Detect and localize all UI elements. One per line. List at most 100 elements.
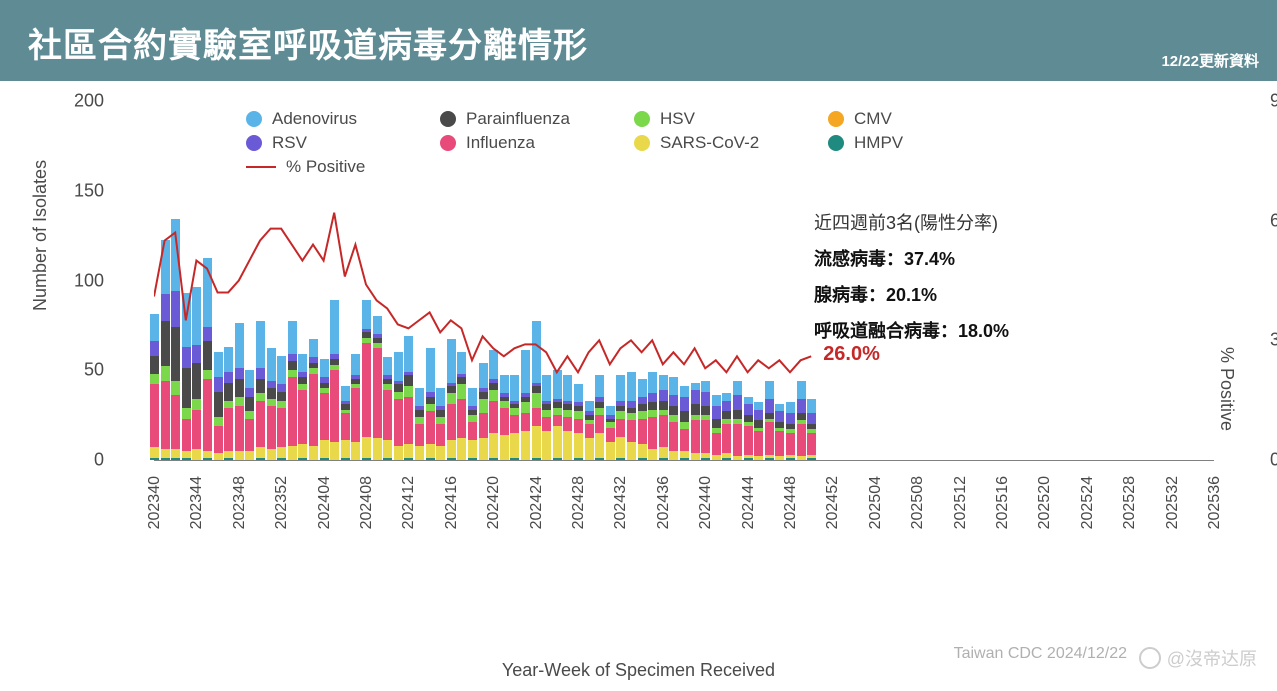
bar-segment xyxy=(436,446,445,460)
bar-segment xyxy=(383,357,392,375)
bar-segment xyxy=(468,422,477,440)
bar-column xyxy=(309,339,318,460)
bar-segment xyxy=(669,451,678,460)
bar-column xyxy=(235,323,244,460)
bar-segment xyxy=(203,451,212,458)
bar-segment xyxy=(669,422,678,451)
bar-segment xyxy=(680,458,689,460)
bar-segment xyxy=(521,413,530,431)
bar-column xyxy=(712,395,721,460)
bar-segment xyxy=(542,410,551,417)
bar-segment xyxy=(489,390,498,401)
bar-segment xyxy=(786,458,795,460)
bar-segment xyxy=(192,363,201,399)
bar-segment xyxy=(765,381,774,399)
bar-segment xyxy=(277,384,286,391)
bar-segment xyxy=(691,383,700,390)
bar-column xyxy=(532,321,541,460)
bar-segment xyxy=(383,440,392,458)
bar-column xyxy=(606,406,615,460)
bar-column xyxy=(648,372,657,460)
x-tick: 202412 xyxy=(400,476,418,529)
bar-segment xyxy=(616,375,625,400)
bar-segment xyxy=(659,447,668,458)
bar-segment xyxy=(479,399,488,413)
bar-segment xyxy=(224,401,233,408)
bar-segment xyxy=(235,397,244,406)
bar-segment xyxy=(500,375,509,393)
bar-segment xyxy=(436,410,445,417)
bar-segment xyxy=(563,431,572,460)
bar-column xyxy=(468,388,477,460)
x-tick: 202524 xyxy=(1079,476,1097,529)
chart-container: Number of Isolates % Positive Adenovirus… xyxy=(0,81,1277,691)
bar-column xyxy=(447,339,456,460)
bar-column xyxy=(669,377,678,460)
bar-segment xyxy=(192,410,201,450)
bar-segment xyxy=(404,386,413,397)
bar-segment xyxy=(362,300,371,329)
bar-segment xyxy=(457,384,466,398)
bar-segment xyxy=(701,381,710,392)
bar-segment xyxy=(245,388,254,397)
bar-segment xyxy=(447,440,456,458)
bar-segment xyxy=(468,440,477,458)
bar-segment xyxy=(606,428,615,442)
legend-item: Adenovirus xyxy=(246,109,416,129)
bar-segment xyxy=(807,433,816,455)
bar-segment xyxy=(797,381,806,399)
x-tick: 202520 xyxy=(1036,476,1054,529)
bar-segment xyxy=(203,379,212,451)
bar-segment xyxy=(733,395,742,409)
bar-segment xyxy=(733,456,742,460)
bar-segment xyxy=(436,417,445,424)
bar-segment xyxy=(182,408,191,419)
legend-item: RSV xyxy=(246,133,416,153)
x-tick: 202452 xyxy=(824,476,842,529)
bar-segment xyxy=(797,424,806,456)
bar-segment xyxy=(510,458,519,460)
bar-segment xyxy=(203,458,212,460)
bar-segment xyxy=(245,419,254,451)
bar-segment xyxy=(574,411,583,418)
bar-segment xyxy=(574,458,583,460)
bar-segment xyxy=(182,347,191,369)
bar-column xyxy=(192,287,201,460)
bar-segment xyxy=(267,449,276,460)
bar-column xyxy=(786,402,795,460)
bar-segment xyxy=(256,379,265,393)
bar-column xyxy=(298,354,307,460)
bar-segment xyxy=(298,377,307,384)
x-tick: 202344 xyxy=(188,476,206,529)
bar-segment xyxy=(775,431,784,456)
bar-segment xyxy=(224,372,233,383)
bar-column xyxy=(680,386,689,460)
bar-column xyxy=(150,314,159,460)
bar-segment xyxy=(245,451,254,460)
bar-segment xyxy=(510,408,519,415)
bar-segment xyxy=(415,417,424,424)
bar-segment xyxy=(680,386,689,397)
bar-segment xyxy=(298,354,307,372)
legend-item-line: % Positive xyxy=(246,157,446,177)
bar-column xyxy=(214,352,223,460)
bar-segment xyxy=(267,406,276,449)
bar-column xyxy=(722,393,731,460)
watermark-text: @沒帝达原 xyxy=(1167,645,1257,671)
bar-column xyxy=(404,336,413,460)
bar-segment xyxy=(394,392,403,399)
bar-segment xyxy=(627,372,636,401)
bar-column xyxy=(341,386,350,460)
bar-segment xyxy=(288,354,297,361)
bar-segment xyxy=(182,419,191,451)
bar-segment xyxy=(754,456,763,460)
bar-segment xyxy=(532,321,541,382)
bar-segment xyxy=(510,415,519,433)
bar-segment xyxy=(320,359,329,377)
bar-segment xyxy=(214,352,223,377)
bar-segment xyxy=(691,390,700,404)
bar-segment xyxy=(203,370,212,379)
legend-item: Parainfluenza xyxy=(440,109,610,129)
bar-segment xyxy=(489,433,498,458)
legend-label: % Positive xyxy=(286,157,365,177)
